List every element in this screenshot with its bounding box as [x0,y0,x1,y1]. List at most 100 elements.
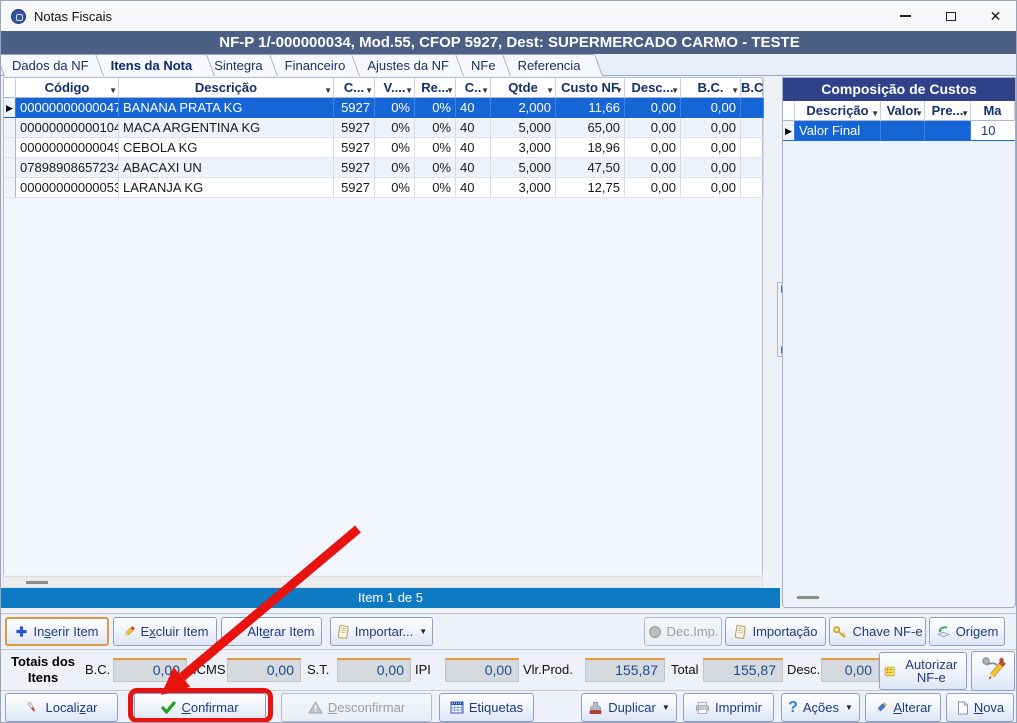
table-row[interactable]: 00000000000053 LARANJA KG 5927 0% 0% 40 3,000 1… [4,178,764,198]
total-value-total: 155,87 [703,658,783,682]
tab-referencia[interactable]: Referencia [510,54,603,76]
close-button[interactable]: ✕ [973,1,1016,31]
importar-button[interactable]: Importar... ▼ [330,617,433,646]
chave-nfe-button[interactable]: Chave NF-e [829,617,926,646]
grid-cell: 3,000 [491,178,556,198]
column-header-v[interactable]: V.... ▼ [375,78,415,98]
pencil-eraser-icon [124,625,135,636]
grid-cell: 40 [456,118,491,138]
column-header-custo-nf[interactable]: Custo NF ▼ [556,78,625,98]
origem-button[interactable]: Origem [929,617,1005,646]
table-row[interactable]: 07898908657234 ABACAXI UN 5927 0% 0% 40 5,000 4… [4,158,764,178]
nf-header: NF-P 1/-000000034, Mod.55, CFOP 5927, De… [1,31,1016,54]
sort-arrow-icon: ▼ [324,86,332,95]
grid-cell: 0,00 [625,118,681,138]
excluir-item-button[interactable]: Excluir Item [113,617,217,646]
tab-nfe[interactable]: NFe [463,54,518,76]
inserir-item-button[interactable]: Inserir Item [5,617,109,646]
footer-actions-row: Localizar Confirmar Desconfirmar Etiquet… [1,691,1016,722]
items-grid-body: ▶ 00000000000047 BANANA PRATA KG 5927 0% 0% 40… [4,98,764,198]
grid-cell: 0,00 [681,98,741,118]
acoes-button[interactable]: ? Ações ▼ [781,693,860,722]
minimize-button[interactable] [883,1,928,31]
sign-edit-button[interactable] [971,651,1015,691]
row-indicator: ▶ [4,98,16,118]
column-header-valor[interactable]: Valor ▼ [881,101,925,121]
scrollbar-thumb[interactable] [26,581,48,584]
grid-cell: 65,00 [556,118,625,138]
grid-cell: 0,00 [625,138,681,158]
sort-arrow-icon: ▼ [546,86,554,95]
column-header-b-c[interactable]: B.C [741,78,764,98]
column-header-label: Qtde [508,80,538,95]
total-label-desc: Desc. [787,662,821,677]
cost-panel-scrollbar-thumb[interactable] [797,596,819,599]
grid-cell: 40 [456,138,491,158]
tab-dados-da-nf[interactable]: Dados da NF [4,54,111,76]
grid-cell: 00000000000049 [16,138,119,158]
column-header-codigo[interactable]: Código ▼ [16,78,119,98]
autorizar-nfe-button[interactable]: Autorizar NF-e [879,652,967,690]
grid-cell: Valor Final [795,121,881,141]
maximize-button[interactable] [928,1,973,31]
grid-cell: 0,00 [681,138,741,158]
column-header-label: Pre... [931,103,964,118]
column-header-label: Custo NF [561,80,619,95]
cost-panel-header: Descrição ▼ Valor ▼ Pre... ▼ Ma [783,101,1015,121]
pencil-icon [231,625,242,636]
column-header-label: B.C. [697,80,724,95]
row-indicator: ▶ [783,121,795,141]
table-row[interactable]: ▶ 00000000000047 BANANA PRATA KG 5927 0% 0% 40… [4,98,764,118]
column-header-ma[interactable]: Ma [971,101,1015,121]
grid-cell [741,158,764,178]
printer-icon [696,701,709,714]
table-row[interactable]: 00000000000049 CEBOLA KG 5927 0% 0% 40 3,000 18… [4,138,764,158]
grid-cell: 0% [375,158,415,178]
tab-label: Sintegra [214,57,263,73]
table-row[interactable]: ▶ Valor Final 10 [783,121,1015,141]
warning-icon [307,701,323,714]
grid-cell: 0% [415,178,456,198]
column-header-qtde[interactable]: Qtde ▼ [491,78,556,98]
row-indicator [4,138,16,158]
tab-itens-da-nota[interactable]: Itens da Nota [103,54,215,76]
grid-cell: 0,00 [625,158,681,178]
column-header-label: C... [343,80,365,95]
column-header-re[interactable]: Re... ▼ [415,78,456,98]
column-header-pre[interactable]: Pre... ▼ [925,101,971,121]
sort-arrow-icon: ▼ [446,86,454,95]
etiquetas-button[interactable]: Etiquetas [439,693,534,722]
cost-panel: Composição de Custos Descrição ▼ Valor ▼ Pre… [782,77,1016,608]
column-header-desc[interactable]: Desc... ▼ [625,78,681,98]
column-header-c[interactable]: C... ▼ [334,78,375,98]
cost-panel-title: Composição de Custos [783,78,1015,101]
tab-sintegra[interactable]: Sintegra [206,54,284,76]
alterar-button[interactable]: Alterar [865,693,941,722]
column-header-descricao[interactable]: Descrição ▼ [119,78,334,98]
tab-label: NFe [471,57,496,73]
grid-cell: 5927 [334,98,375,118]
duplicar-button[interactable]: Duplicar ▼ [581,693,677,722]
nova-button[interactable]: Nova [946,693,1014,722]
table-row[interactable]: 00000000000104 MACA ARGENTINA KG 5927 0% 0% 4… [4,118,764,138]
grid-cell: 0% [415,138,456,158]
column-header-b-c[interactable]: B.C. ▼ [681,78,741,98]
total-value-icms: 0,00 [227,658,301,682]
horizontal-scrollbar[interactable] [3,576,763,588]
column-header-descricao[interactable]: Descrição ▼ [795,101,881,121]
column-header-c[interactable]: C.. ▼ [456,78,491,98]
importacao-button[interactable]: Importação [725,617,826,646]
tab-ajustes-da-nf[interactable]: Ajustes da NF [359,54,471,76]
grid-cell: 0% [415,118,456,138]
origin-arrow-icon [936,625,950,637]
sort-arrow-icon: ▼ [365,86,373,95]
alterar-item-button[interactable]: Alterar Item [221,617,322,646]
tab-financeiro[interactable]: Financeiro [277,54,368,76]
grid-cell: 12,75 [556,178,625,198]
localizar-button[interactable]: Localizar [5,693,118,722]
imprimir-button[interactable]: Imprimir [683,693,774,722]
close-icon: ✕ [989,8,1002,24]
sort-arrow-icon: ▼ [615,86,623,95]
confirmar-button[interactable]: Confirmar [134,693,266,722]
